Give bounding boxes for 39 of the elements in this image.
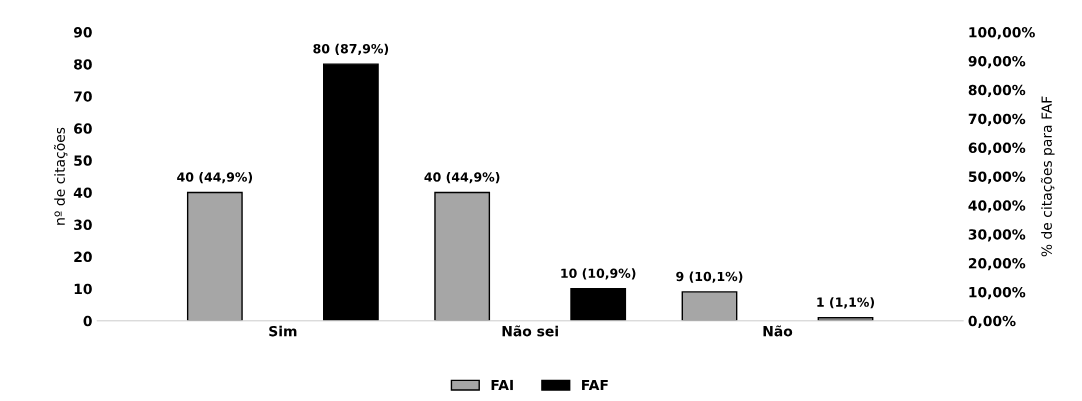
data-label: 40 (44,9%) [424, 172, 500, 184]
x-tick-label: Sim [269, 325, 297, 337]
data-label: 40 (44,9%) [177, 172, 253, 184]
y2-tick-label: 90,00% [968, 55, 1026, 69]
data-label: 1 (1,1%) [817, 297, 874, 309]
y-tick-label: 10 [74, 283, 92, 295]
y2-tick-label: 100,00% [969, 27, 1035, 40]
y-tick-label: 60 [74, 123, 92, 134]
y-tick-label: 50 [74, 155, 92, 166]
bar [434, 191, 491, 321]
y2-tick-label: 50,00% [968, 171, 1026, 184]
y-tick-label: 90 [73, 27, 92, 38]
x-tick-label: Não sei [502, 325, 558, 337]
data-label: 10 (10,9%) [561, 268, 636, 280]
y-tick-label: 0 [83, 315, 92, 327]
y-tick-label: 20 [74, 251, 92, 263]
y2-tick-label: 60,00% [968, 142, 1026, 155]
y2-axis-title: % de citações para FAF [1040, 96, 1055, 257]
legend-label: FAF [582, 379, 608, 391]
data-label: 9 (10,1%) [676, 271, 743, 283]
bar [570, 288, 627, 321]
y2-tick-label: 80,00% [968, 84, 1026, 98]
y-tick-label: 40 [73, 187, 92, 198]
bar [186, 191, 243, 321]
y-tick-label: 30 [74, 219, 92, 231]
y2-tick-label: 30,00% [968, 229, 1026, 242]
y2-tick-label: 40,00% [968, 200, 1026, 213]
y2-tick-label: 10,00% [969, 286, 1026, 300]
bar [681, 291, 738, 321]
y2-tick-label: 0,00% [968, 315, 1016, 329]
bar [322, 63, 379, 321]
y2-tick-label: 20,00% [968, 258, 1026, 271]
y-tick-label: 70 [74, 91, 92, 102]
y2-tick-label: 70,00% [968, 113, 1026, 126]
y-tick-label: 80 [74, 59, 92, 70]
x-tick-label: Não [763, 325, 793, 337]
data-label: 80 (87,9%) [313, 43, 389, 55]
legend-label: FAI [491, 379, 513, 391]
y-axis-title: nº de citações [53, 127, 68, 225]
